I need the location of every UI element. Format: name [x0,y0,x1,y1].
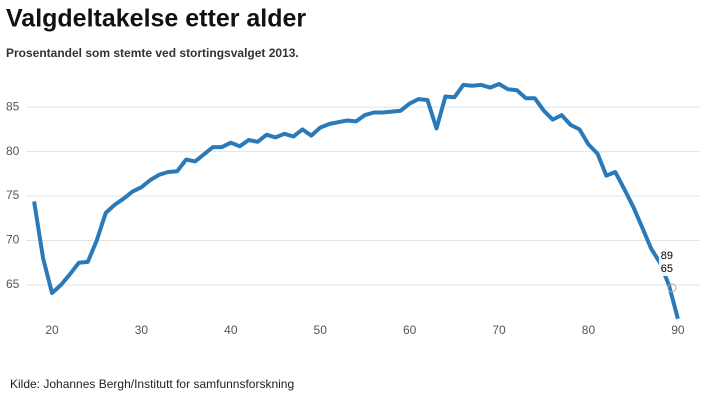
x-tick-label: 40 [224,323,238,337]
x-tick-label: 20 [45,323,59,337]
x-tick-label: 90 [671,323,685,337]
x-tick-label: 80 [582,323,596,337]
y-tick-label: 65 [6,277,20,291]
data-line [32,82,680,320]
x-tick-label: 70 [492,323,506,337]
hover-point [667,283,677,293]
y-tick-label: 70 [6,233,20,247]
x-tick-label: 30 [135,323,149,337]
x-tick-label: 60 [403,323,417,337]
chart-title: Valgdeltakelse etter alder [6,5,306,33]
y-tick-label: 85 [6,99,20,113]
y-tick-label: 75 [6,188,20,202]
chart-subtitle: Prosentandel som stemte ved stortingsval… [6,46,299,60]
y-tick-label: 80 [6,144,20,158]
tooltip-box [658,247,675,276]
source-note: Kilde: Johannes Bergh/Institutt for samf… [10,377,294,391]
tooltip-value: 65 [661,263,673,275]
tooltip-x: 89 [661,250,673,262]
x-tick-label: 50 [314,323,328,337]
